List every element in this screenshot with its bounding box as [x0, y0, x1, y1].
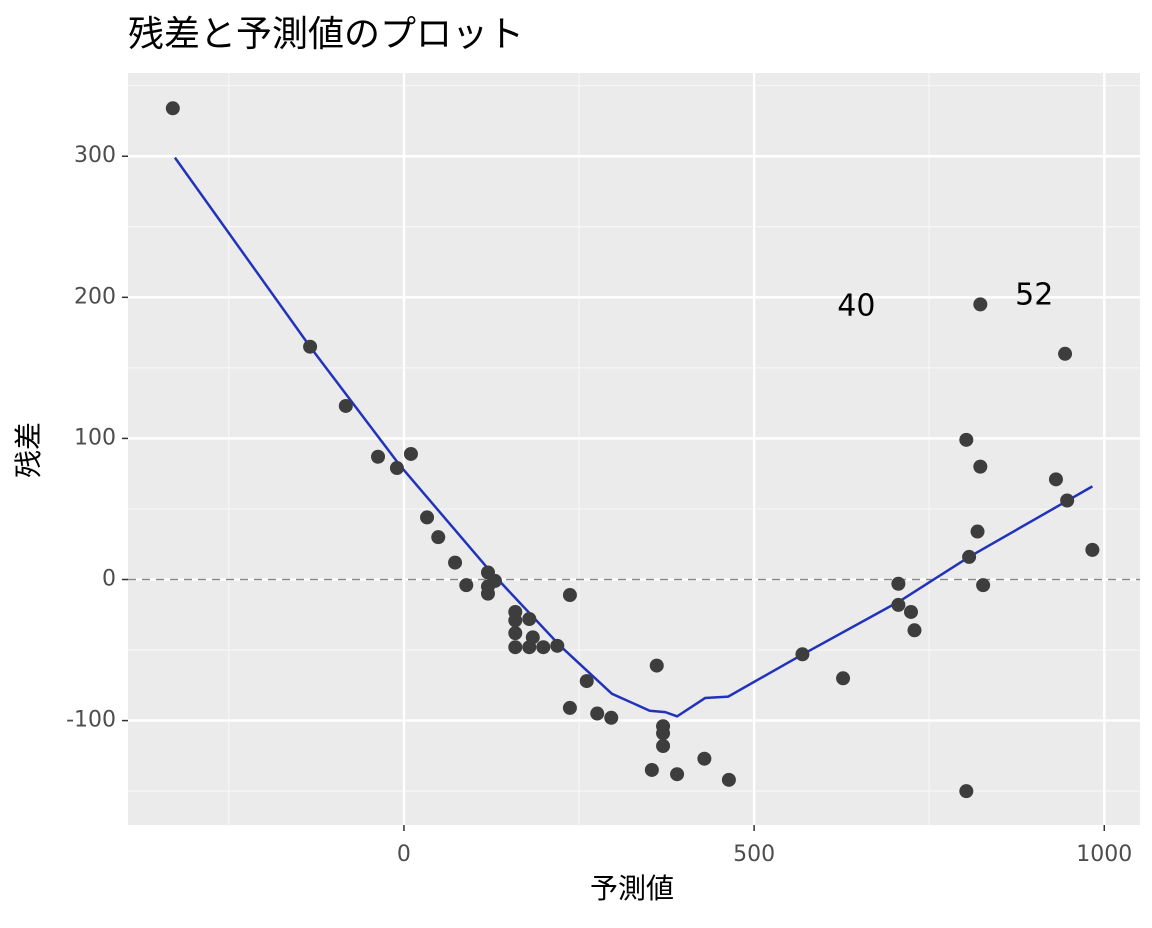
point — [480, 586, 495, 601]
point — [907, 623, 922, 638]
point — [508, 640, 523, 655]
point — [697, 751, 712, 766]
point — [487, 573, 502, 588]
annotation: 52 — [1015, 277, 1053, 312]
point — [562, 700, 577, 715]
point — [165, 101, 180, 116]
point — [459, 578, 474, 593]
y-tick-label: -100 — [66, 708, 116, 733]
y-tick-label: 0 — [102, 567, 116, 592]
point — [536, 640, 551, 655]
y-tick-label: 200 — [74, 284, 116, 309]
point — [721, 772, 736, 787]
point — [522, 612, 537, 627]
point — [656, 726, 671, 741]
x-tick-label: 500 — [733, 842, 775, 867]
point — [389, 461, 404, 476]
x-tick-label: 0 — [397, 842, 411, 867]
point — [303, 339, 318, 354]
point — [959, 784, 974, 799]
point — [371, 449, 386, 464]
y-axis-title: 残差 — [12, 422, 45, 478]
plot-panel — [128, 73, 1140, 825]
point — [448, 555, 463, 570]
smooth-line — [173, 156, 1094, 718]
point — [562, 588, 577, 603]
point — [604, 710, 619, 725]
point — [508, 626, 523, 641]
point — [962, 549, 977, 564]
y-tick-label: 300 — [74, 143, 116, 168]
point — [420, 510, 435, 525]
x-axis-title: 予測値 — [590, 872, 674, 905]
point — [550, 638, 565, 653]
point — [973, 459, 988, 474]
point — [891, 576, 906, 591]
point — [1060, 493, 1075, 508]
point — [1058, 346, 1073, 361]
point — [976, 578, 991, 593]
point — [579, 674, 594, 689]
point — [973, 297, 988, 312]
point — [403, 446, 418, 461]
y-tick-label: 100 — [74, 425, 116, 450]
annotation: 40 — [837, 289, 875, 324]
point — [508, 613, 523, 628]
point — [1048, 472, 1063, 487]
point — [670, 767, 685, 782]
point — [649, 658, 664, 673]
point — [656, 738, 671, 753]
chart-title: 残差と予測値のプロット — [128, 14, 524, 55]
point — [903, 604, 918, 619]
point — [836, 671, 851, 686]
point — [431, 530, 446, 545]
point — [522, 640, 537, 655]
point — [795, 647, 810, 662]
point — [891, 597, 906, 612]
point — [590, 706, 605, 721]
point — [1085, 542, 1100, 557]
point — [970, 524, 985, 539]
point — [959, 432, 974, 447]
x-tick-label: 1000 — [1076, 842, 1132, 867]
point — [338, 398, 353, 413]
point — [644, 762, 659, 777]
